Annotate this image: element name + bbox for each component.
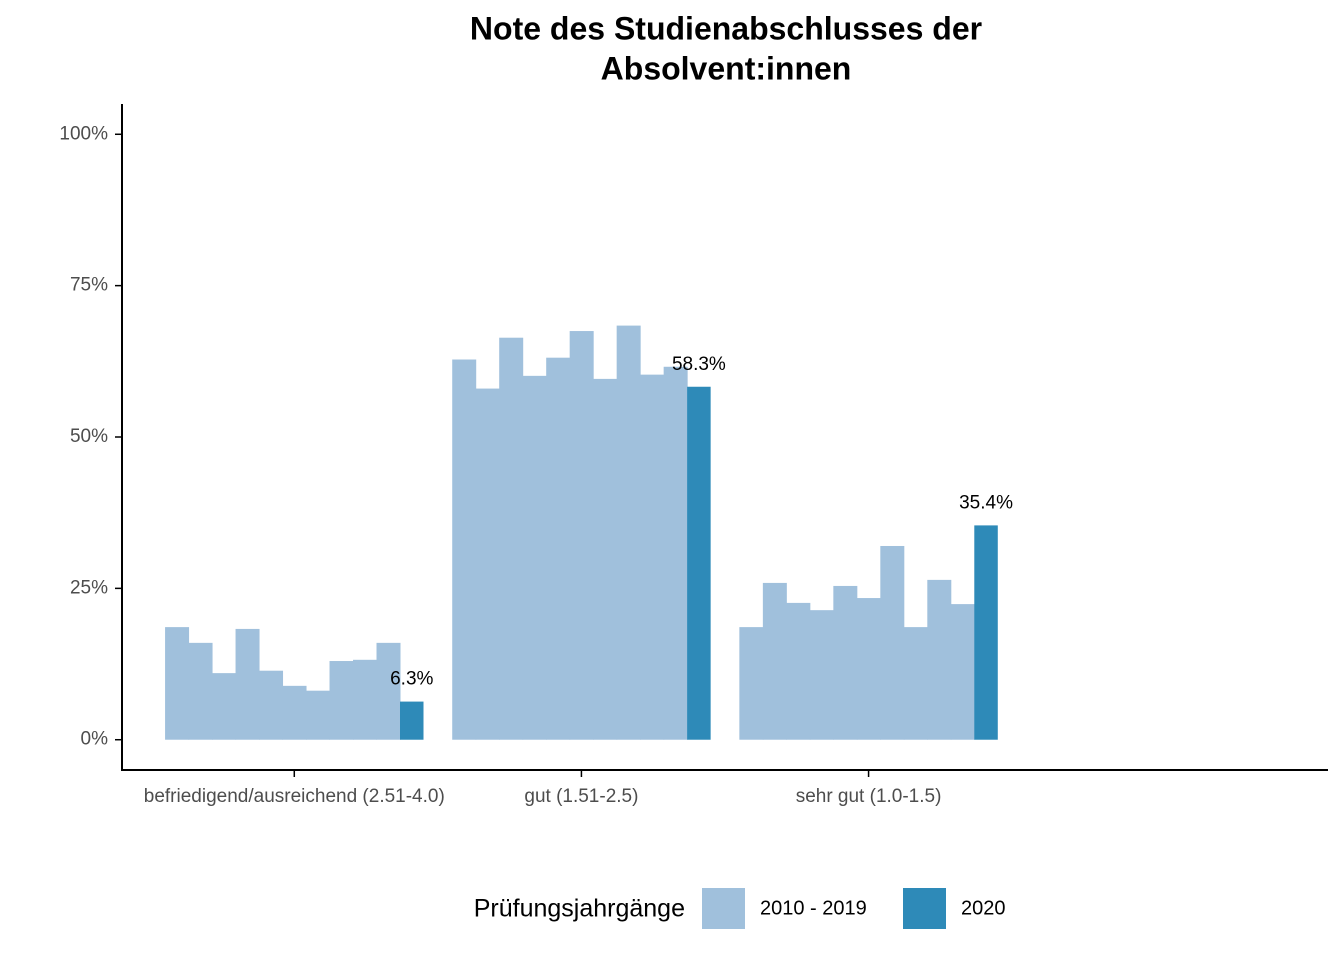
bar bbox=[212, 673, 237, 740]
bar bbox=[739, 627, 764, 740]
bar bbox=[687, 386, 711, 740]
bar bbox=[903, 627, 928, 740]
bar bbox=[616, 325, 641, 740]
bar bbox=[974, 525, 998, 740]
legend-title: Prüfungsjahrgänge bbox=[474, 895, 685, 923]
chart-title: Absolvent:innen bbox=[601, 50, 852, 86]
x-tick-label: gut (1.51-2.5) bbox=[524, 786, 638, 807]
bar bbox=[950, 604, 975, 740]
bar bbox=[306, 690, 331, 740]
value-label: 58.3% bbox=[672, 354, 726, 375]
x-tick-label: sehr gut (1.0-1.5) bbox=[796, 786, 942, 807]
value-label: 35.4% bbox=[959, 492, 1013, 513]
bar bbox=[927, 579, 952, 740]
bar bbox=[400, 701, 424, 740]
legend-label: 2010 - 2019 bbox=[760, 897, 867, 919]
bar bbox=[235, 628, 260, 740]
bar bbox=[546, 357, 571, 740]
y-tick-label: 75% bbox=[70, 275, 108, 296]
bar bbox=[165, 627, 190, 740]
bar bbox=[663, 366, 688, 740]
bar bbox=[809, 610, 834, 740]
chart-title: Note des Studienabschlusses der bbox=[470, 10, 982, 46]
y-tick-label: 25% bbox=[70, 577, 108, 598]
value-label: 6.3% bbox=[390, 669, 433, 690]
bar bbox=[475, 388, 500, 740]
bar bbox=[880, 545, 905, 740]
y-tick-label: 50% bbox=[70, 426, 108, 447]
legend-label: 2020 bbox=[961, 897, 1006, 919]
y-tick-label: 100% bbox=[59, 123, 108, 144]
bar bbox=[329, 661, 354, 740]
legend-swatch bbox=[702, 888, 745, 929]
bar bbox=[856, 598, 881, 740]
bar bbox=[259, 670, 284, 740]
bar bbox=[569, 331, 594, 740]
bar bbox=[593, 378, 618, 740]
bar bbox=[522, 375, 547, 740]
bar bbox=[640, 374, 665, 740]
bar bbox=[188, 642, 213, 740]
bar bbox=[762, 582, 787, 740]
y-tick-label: 0% bbox=[81, 729, 109, 750]
x-tick-label: befriedigend/ausreichend (2.51-4.0) bbox=[144, 786, 445, 807]
bar bbox=[376, 642, 401, 740]
bar bbox=[499, 337, 524, 740]
bar bbox=[833, 585, 858, 740]
bar bbox=[452, 359, 477, 740]
legend-swatch bbox=[903, 888, 946, 929]
bar bbox=[353, 659, 378, 740]
bar bbox=[282, 685, 307, 740]
bar bbox=[786, 602, 811, 740]
